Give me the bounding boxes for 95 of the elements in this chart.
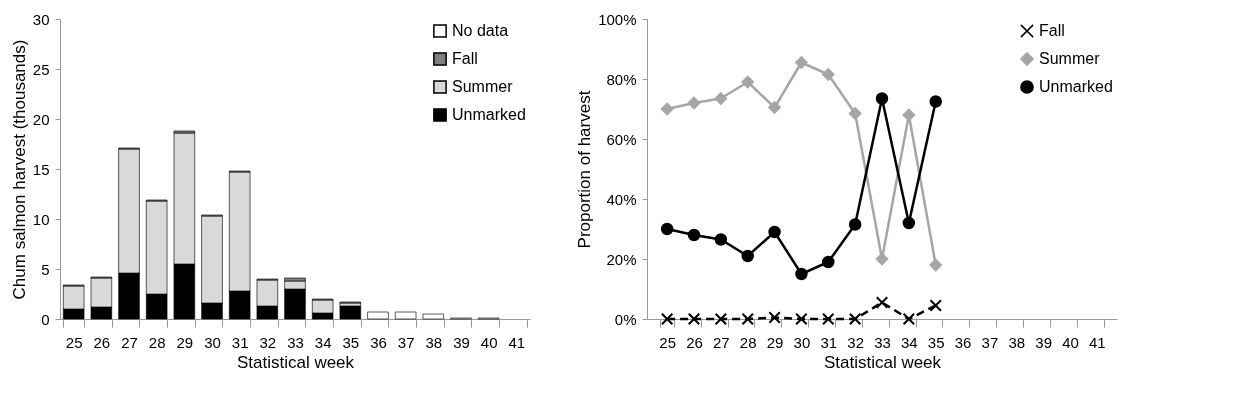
y-axis-title: Proportion of harvest [575,90,595,249]
point [795,267,808,281]
y-tick-label: 0% [614,310,637,328]
bar [339,305,362,320]
point [822,312,835,326]
point [902,216,916,230]
x-tick-label: 31 [820,333,838,351]
x-tick-label: 35 [342,333,360,351]
bar [394,311,417,320]
x-tick-label: 27 [713,333,730,351]
x-tick-label: 30 [793,333,811,351]
bar [422,313,445,320]
x-tick-label: 26 [686,333,703,351]
y-tick-label: 0 [41,310,50,328]
point [687,96,701,110]
point [848,312,862,326]
x-tick-label: 33 [287,333,304,351]
y-tick-label: 25 [32,60,50,78]
point [848,107,862,120]
legend-label: Unmarked [1039,78,1113,95]
point [714,233,728,246]
x-tick-label: 39 [453,333,470,351]
legend-label: Unmarked [452,106,526,123]
x-tick-label: 37 [397,333,415,351]
x-tick-label: 40 [480,333,498,351]
point [902,108,916,122]
x-tick-label: 35 [927,333,945,351]
x-tick-label: 32 [847,333,864,351]
legend-label: No data [452,22,509,39]
point [875,252,889,266]
point [660,222,674,236]
point [875,296,889,309]
point [741,75,754,89]
legend-label: Fall [452,50,478,67]
y-axis-title: Chum salmon harvest (thousands) [9,39,29,300]
x-tick-label: 37 [981,333,999,351]
point [768,311,781,324]
point [795,56,808,69]
y-tick-label: 20 [32,110,50,128]
point [822,255,835,269]
point [714,92,728,105]
point [848,218,862,231]
x-tick-label: 28 [148,333,166,351]
y-tick-label: 20% [606,250,637,268]
x-tick-label: 27 [121,333,138,351]
x-tick-label: 39 [1035,333,1052,351]
y-tick-label: 30 [32,10,50,28]
y-tick-label: 10 [32,210,50,228]
point [714,312,728,326]
x-tick-label: 25 [659,333,676,351]
x-tick-label: 29 [176,333,194,351]
legend-label: Summer [452,78,514,95]
point [929,95,942,108]
point [741,249,754,263]
x-tick-label: 34 [314,333,332,351]
point [660,312,674,326]
x-tick-label: 32 [259,333,277,351]
point [660,102,674,116]
bar [367,311,389,320]
point [687,312,701,326]
x-tick-label: 31 [231,333,249,351]
x-tick-label: 25 [65,333,83,351]
x-tick-label: 40 [1062,333,1079,351]
y-tick-label: 100% [598,10,637,28]
x-tick-label: 26 [93,333,111,351]
y-tick-label: 15 [32,160,50,178]
x-tick-label: 36 [370,333,387,351]
y-tick-label: 80% [606,70,637,88]
y-tick-label: 60% [606,130,637,148]
x-tick-label: 36 [954,333,972,351]
point [902,312,916,326]
x-tick-label: 38 [1008,333,1026,351]
y-tick-label: 40% [606,190,637,208]
legend-label: Summer [1039,50,1101,67]
x-tick-label: 29 [766,333,784,351]
x-tick-label: 38 [425,333,443,351]
x-tick-label: 34 [901,333,918,351]
point [768,101,781,114]
x-tick-label: 41 [1089,333,1106,351]
x-tick-label: 41 [508,333,526,351]
point [822,68,835,81]
x-tick-label: 30 [204,333,221,351]
x-axis-title: Statistical week [236,352,355,372]
point [875,92,889,105]
point [768,225,781,239]
x-axis-title: Statistical week [823,352,942,372]
point [687,228,701,242]
point [929,299,942,312]
point [795,312,808,326]
legend-label: Fall [1039,22,1065,39]
point [929,258,942,272]
x-tick-label: 33 [874,333,891,351]
y-tick-label: 5 [41,260,50,278]
x-tick-label: 28 [739,333,757,351]
point [741,312,754,326]
